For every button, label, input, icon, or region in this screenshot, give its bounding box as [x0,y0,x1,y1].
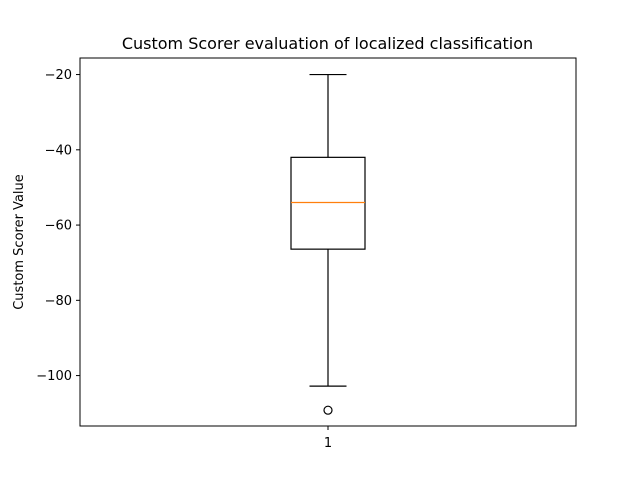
plot-area: −20 −40 −60 −80 −100 1 [36,68,365,451]
y-tick-label: −80 [45,294,72,309]
x-tick-label: 1 [324,436,332,451]
y-axis-label: Custom Scorer Value [12,174,27,310]
chart-title: Custom Scorer evaluation of localized cl… [122,34,533,53]
y-tick-label: −60 [45,219,72,234]
y-tick-label: −40 [45,143,72,158]
y-tick-label: −20 [45,68,72,83]
y-tick-label: −100 [36,369,72,384]
box-iqr [291,157,365,249]
outlier-point [324,406,332,414]
